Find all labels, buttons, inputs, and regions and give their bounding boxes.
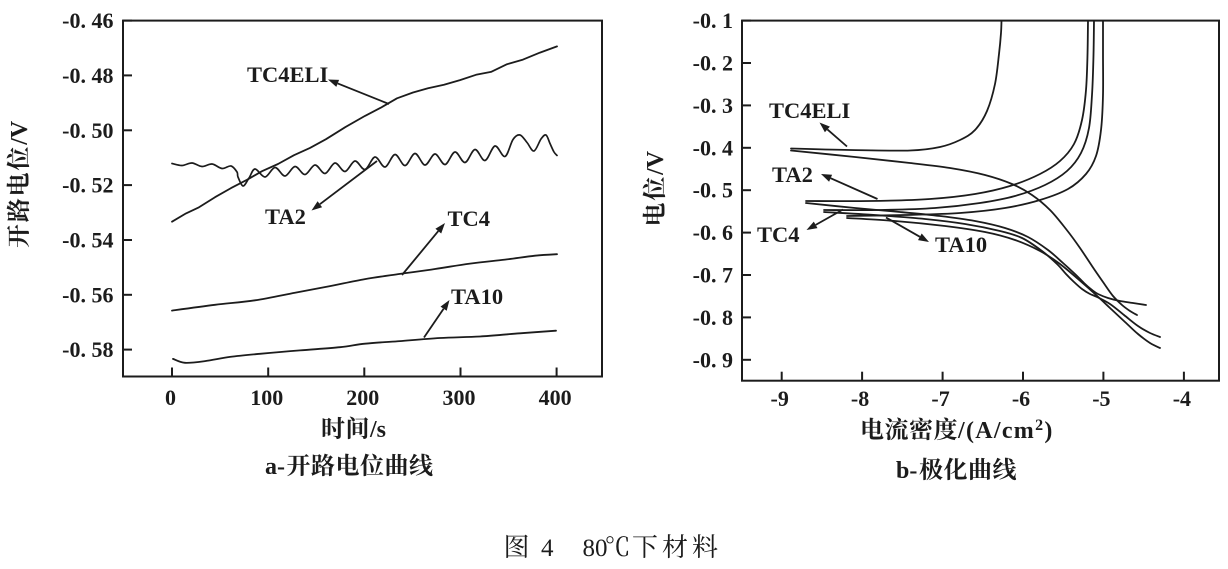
svg-text:-6: -6 <box>1012 386 1030 411</box>
svg-text:100: 100 <box>250 385 283 410</box>
svg-text:-0. 54: -0. 54 <box>62 228 113 253</box>
svg-text:300: 300 <box>443 385 476 410</box>
svg-text:4: 4 <box>541 535 554 562</box>
svg-text:TA10: TA10 <box>451 284 503 309</box>
svg-text:TA2: TA2 <box>772 162 813 187</box>
svg-text:-0. 5: -0. 5 <box>693 178 733 203</box>
svg-text:-0. 56: -0. 56 <box>62 282 113 307</box>
svg-text:-0. 58: -0. 58 <box>62 337 113 362</box>
svg-text:/s: /s <box>369 417 386 443</box>
svg-text:TC4: TC4 <box>448 206 491 231</box>
svg-text:-7: -7 <box>931 386 949 411</box>
svg-text:80: 80 <box>583 535 608 562</box>
svg-text:b-: b- <box>896 458 917 484</box>
svg-text:a-: a- <box>265 454 285 480</box>
svg-text:-0. 9: -0. 9 <box>693 347 733 372</box>
svg-text:-0. 52: -0. 52 <box>62 173 113 198</box>
svg-text:-8: -8 <box>851 386 869 411</box>
svg-text:0: 0 <box>165 385 176 410</box>
svg-text:-0. 8: -0. 8 <box>693 305 733 330</box>
svg-text:200: 200 <box>346 385 379 410</box>
svg-text:TC4ELI: TC4ELI <box>247 62 328 87</box>
svg-text:TA2: TA2 <box>265 204 306 229</box>
svg-text:/V: /V <box>643 150 669 176</box>
svg-text:-0. 48: -0. 48 <box>62 63 113 88</box>
svg-text:-5: -5 <box>1092 386 1110 411</box>
svg-text:/(A/cm2): /(A/cm2) <box>957 417 1054 444</box>
svg-text:-0. 4: -0. 4 <box>693 135 733 160</box>
svg-text:/V: /V <box>7 120 33 146</box>
svg-text:-0. 3: -0. 3 <box>693 93 733 118</box>
svg-text:TC4ELI: TC4ELI <box>769 98 850 123</box>
svg-text:-0. 50: -0. 50 <box>62 118 113 143</box>
svg-text:-9: -9 <box>771 386 789 411</box>
svg-text:-0. 46: -0. 46 <box>62 8 113 33</box>
svg-text:400: 400 <box>539 385 572 410</box>
svg-text:-0. 7: -0. 7 <box>693 263 733 288</box>
svg-text:-0. 2: -0. 2 <box>693 51 733 76</box>
svg-text:-0. 6: -0. 6 <box>693 220 733 245</box>
svg-text:TA10: TA10 <box>935 232 987 257</box>
svg-text:-4: -4 <box>1173 386 1191 411</box>
svg-text:-0. 1: -0. 1 <box>693 8 733 33</box>
svg-text:TC4: TC4 <box>757 222 800 247</box>
